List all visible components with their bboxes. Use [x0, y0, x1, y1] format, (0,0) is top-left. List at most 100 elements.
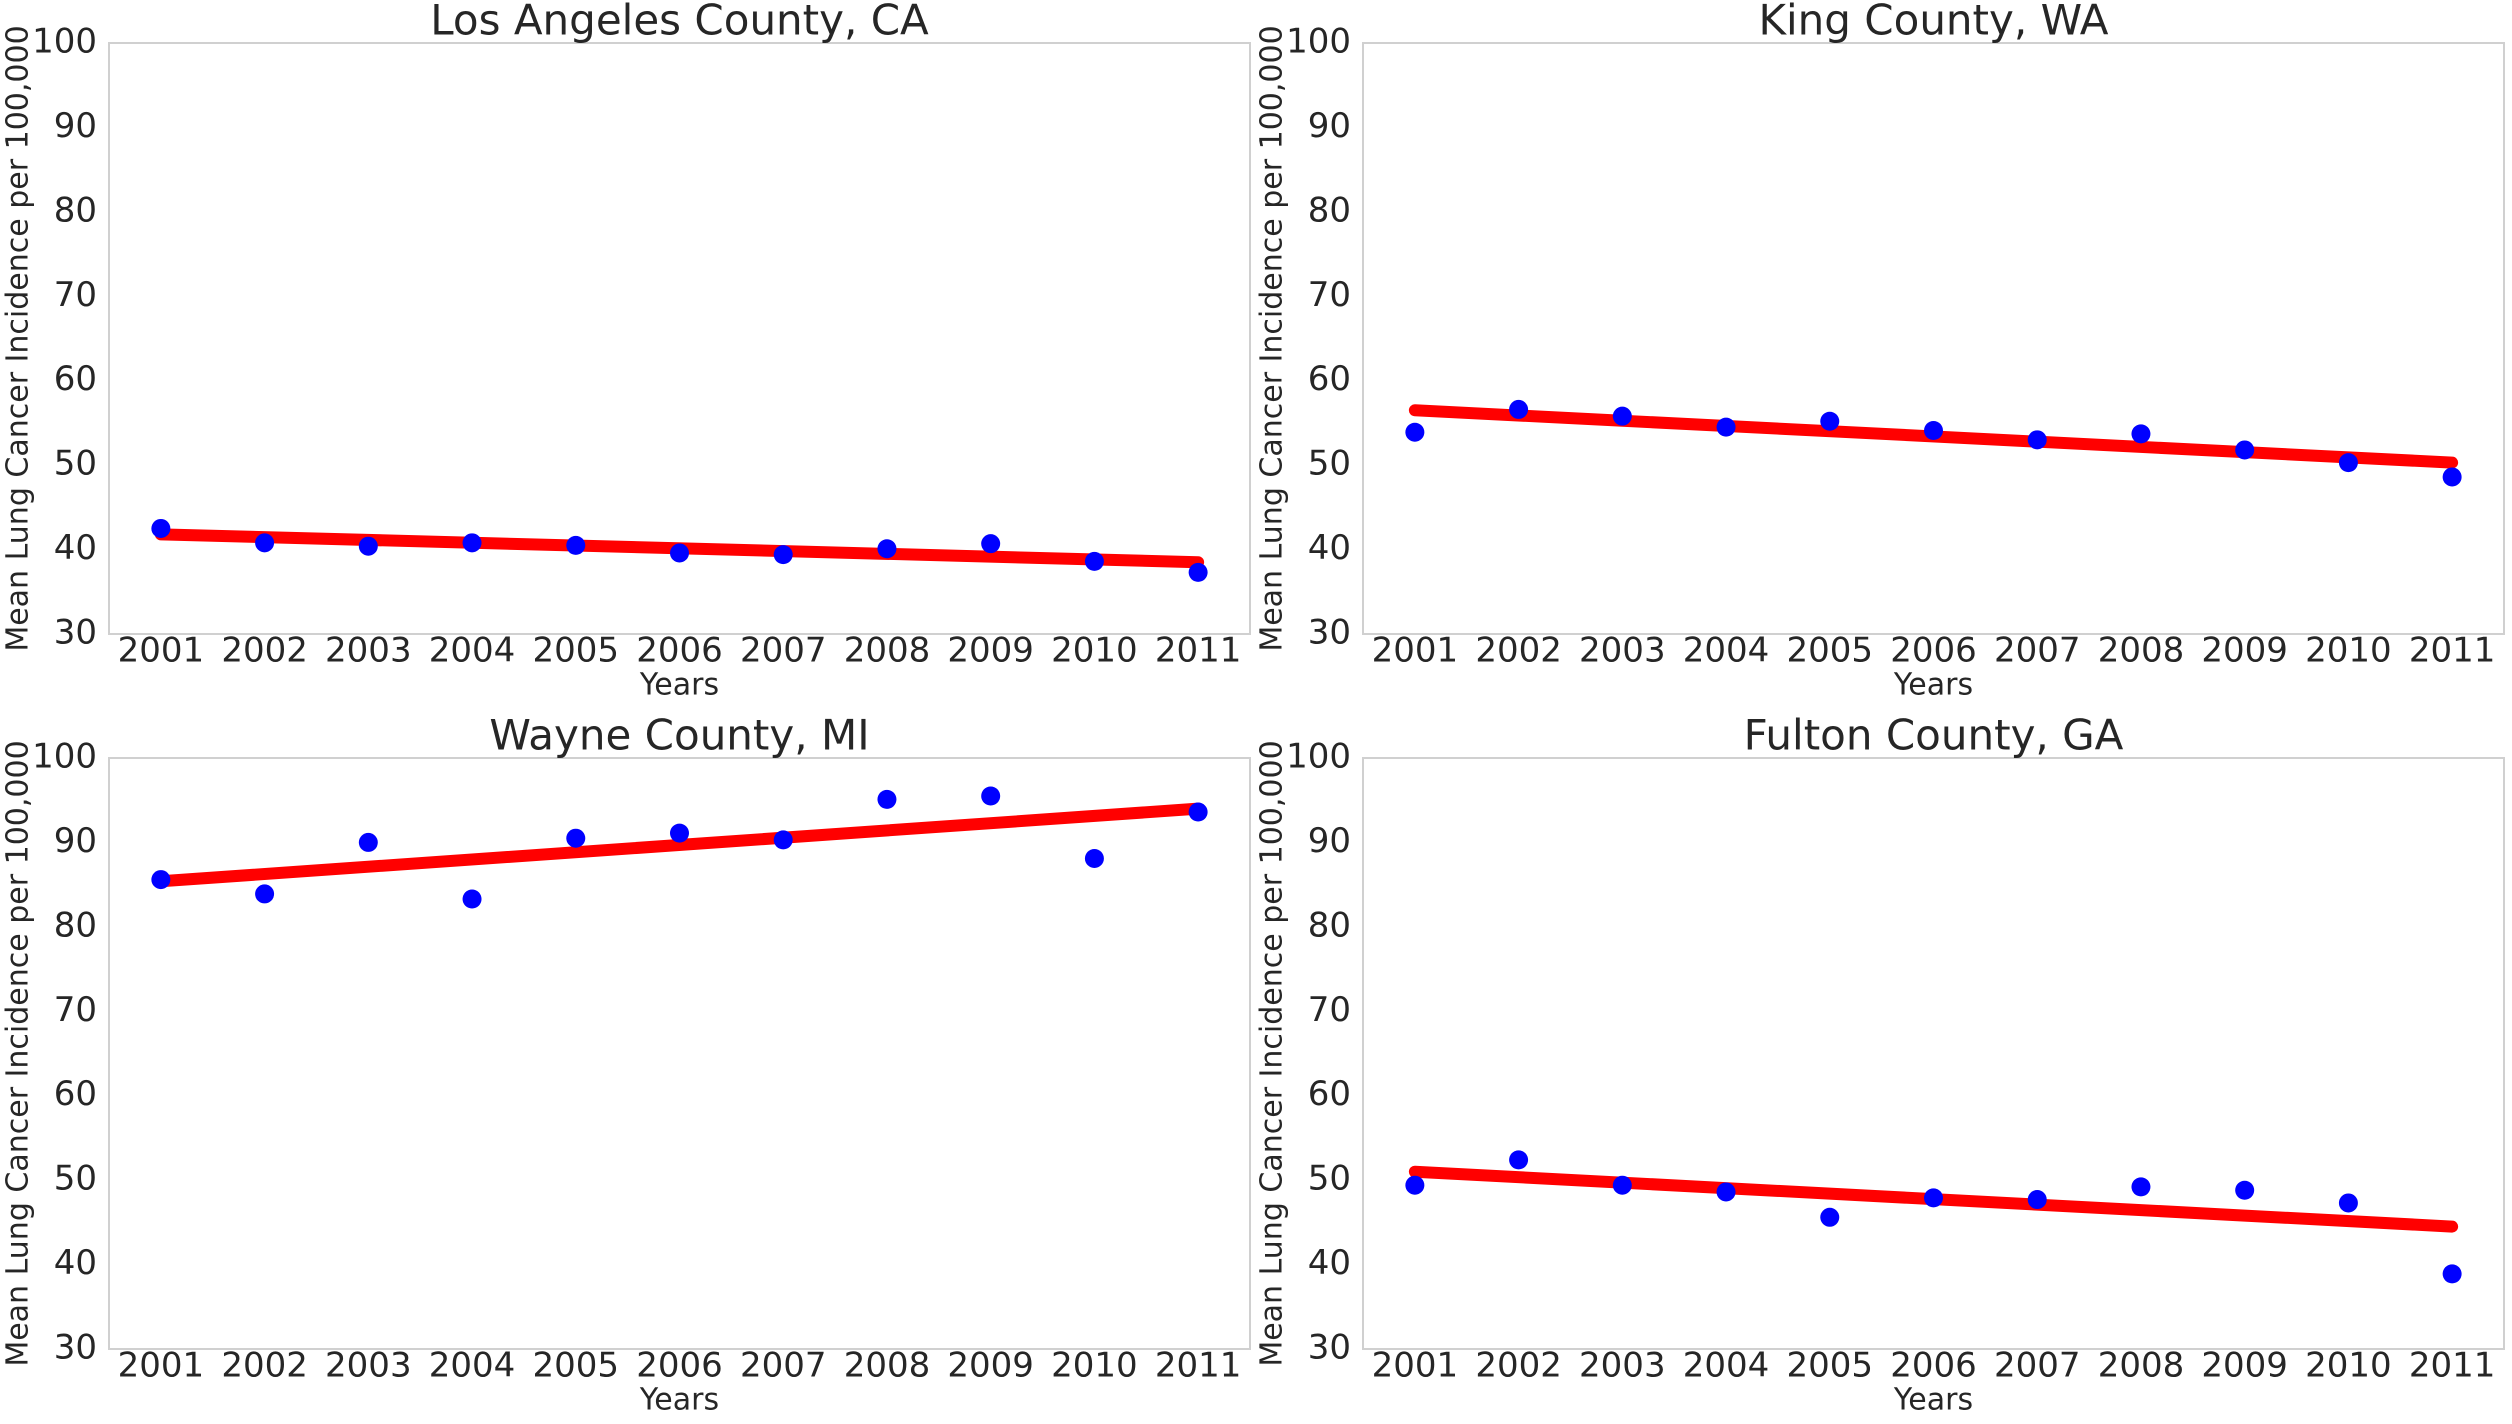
- chart-title: Los Angeles County, CA: [430, 0, 929, 45]
- point: [1188, 562, 1208, 582]
- x-tick-label: 2010: [1051, 631, 1138, 671]
- trend-line: [154, 802, 1205, 888]
- x-tick-label: 2010: [2305, 1346, 2392, 1386]
- x-tick-label: 2002: [1475, 631, 1562, 671]
- y-tick-label: 50: [54, 1159, 97, 1199]
- x-tick-label: 2008: [2098, 1346, 2185, 1386]
- x-tick-label: 2007: [1994, 1346, 2081, 1386]
- x-tick-label: 2006: [636, 631, 723, 671]
- y-tick-label: 60: [54, 359, 97, 399]
- x-tick-label: 2006: [636, 1346, 723, 1386]
- y-tick-label: 70: [1308, 275, 1351, 315]
- point: [981, 786, 1001, 806]
- point: [773, 545, 793, 565]
- point: [1509, 399, 1529, 419]
- x-tick-label: 2002: [1475, 1346, 1562, 1386]
- y-axis-label: Mean Lung Cancer Incidence per 100,000: [1, 740, 36, 1366]
- y-tick-label: 40: [54, 1243, 97, 1283]
- y-axis-label: Mean Lung Cancer Incidence per 100,000: [1, 25, 36, 651]
- y-tick-label: 50: [1308, 444, 1351, 484]
- point: [1084, 551, 1104, 571]
- y-tick-label: 100: [32, 22, 97, 62]
- x-tick-label: 2008: [2098, 631, 2185, 671]
- y-tick-label: 60: [1308, 359, 1351, 399]
- point: [670, 823, 689, 843]
- plot-area: [1362, 757, 2505, 1350]
- point: [877, 789, 897, 809]
- plot-area: [108, 757, 1251, 1350]
- x-tick-label: 2004: [429, 631, 516, 671]
- x-tick-label: 2003: [1579, 1346, 1666, 1386]
- y-tick-label: 40: [1308, 528, 1351, 568]
- y-tick-label: 50: [54, 444, 97, 484]
- point: [151, 870, 171, 890]
- y-tick-label: 40: [1308, 1243, 1351, 1283]
- point: [1405, 422, 1425, 442]
- point: [1820, 411, 1840, 431]
- y-tick-label: 90: [54, 821, 97, 861]
- point: [2027, 430, 2047, 450]
- x-tick-label: 2002: [221, 631, 308, 671]
- point: [2235, 440, 2255, 460]
- point: [462, 533, 482, 553]
- point: [1612, 406, 1632, 426]
- y-tick-label: 100: [32, 737, 97, 777]
- point: [358, 832, 378, 852]
- point: [1924, 421, 1943, 441]
- y-tick-label: 70: [54, 990, 97, 1030]
- point: [255, 884, 275, 904]
- point: [877, 539, 897, 559]
- x-tick-label: 2011: [2409, 1346, 2496, 1386]
- point: [1716, 1182, 1736, 1202]
- y-tick-label: 30: [1308, 1328, 1351, 1368]
- y-tick-label: 90: [1308, 821, 1351, 861]
- x-tick-label: 2009: [2201, 631, 2288, 671]
- point: [2235, 1180, 2255, 1200]
- point: [1924, 1188, 1943, 1208]
- x-axis-label: Years: [1893, 668, 1973, 703]
- y-tick-label: 30: [54, 613, 97, 653]
- point: [773, 830, 793, 850]
- x-tick-label: 2001: [118, 1346, 205, 1386]
- point: [462, 889, 482, 909]
- x-tick-label: 2006: [1890, 631, 1977, 671]
- x-tick-label: 2004: [1683, 1346, 1770, 1386]
- y-tick-label: 60: [54, 1074, 97, 1114]
- x-tick-label: 2003: [1579, 631, 1666, 671]
- y-tick-label: 30: [1308, 613, 1351, 653]
- x-tick-label: 2007: [740, 631, 827, 671]
- point: [1716, 417, 1736, 437]
- plot-area: [1362, 42, 2505, 635]
- point: [1612, 1175, 1632, 1195]
- y-tick-label: 100: [1286, 737, 1351, 777]
- x-tick-label: 2002: [221, 1346, 308, 1386]
- y-tick-label: 90: [1308, 106, 1351, 146]
- x-tick-label: 2003: [325, 1346, 412, 1386]
- x-tick-label: 2010: [2305, 631, 2392, 671]
- point: [151, 518, 171, 538]
- x-tick-label: 2003: [325, 631, 412, 671]
- x-tick-label: 2005: [533, 1346, 620, 1386]
- y-tick-label: 40: [54, 528, 97, 568]
- x-tick-label: 2005: [533, 631, 620, 671]
- x-tick-label: 2005: [1787, 1346, 1874, 1386]
- y-tick-label: 70: [1308, 990, 1351, 1030]
- chart-title: Fulton County, GA: [1744, 711, 2124, 760]
- x-tick-label: 2006: [1890, 1346, 1977, 1386]
- point: [2131, 424, 2151, 444]
- x-axis-label: Years: [639, 1383, 719, 1418]
- point: [981, 534, 1001, 554]
- y-tick-label: 90: [54, 106, 97, 146]
- y-tick-label: 70: [54, 275, 97, 315]
- point: [2338, 453, 2358, 473]
- y-tick-label: 50: [1308, 1159, 1351, 1199]
- x-tick-label: 2001: [118, 631, 205, 671]
- y-tick-label: 80: [1308, 905, 1351, 945]
- point: [2442, 467, 2462, 487]
- x-tick-label: 2001: [1372, 631, 1459, 671]
- point: [2131, 1177, 2151, 1197]
- y-tick-label: 80: [54, 190, 97, 230]
- y-axis-label: Mean Lung Cancer Incidence per 100,000: [1255, 740, 1290, 1366]
